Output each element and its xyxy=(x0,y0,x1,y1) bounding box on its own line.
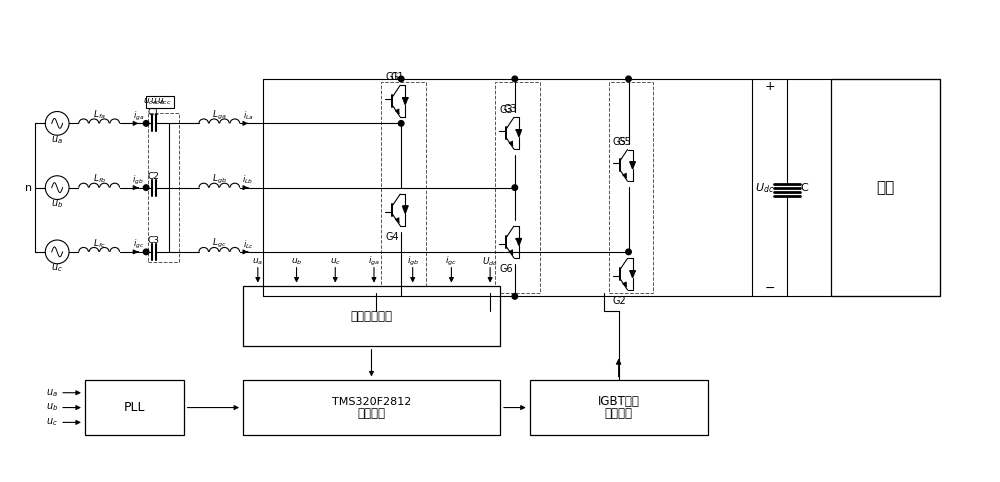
Text: 保护模块: 保护模块 xyxy=(605,407,633,420)
Text: C3: C3 xyxy=(148,237,160,245)
Text: TMS320F2812: TMS320F2812 xyxy=(332,397,411,407)
Text: $L_{fc}$: $L_{fc}$ xyxy=(93,237,106,250)
Text: $i_{gc}$: $i_{gc}$ xyxy=(133,238,144,251)
Bar xyxy=(530,380,708,435)
Bar xyxy=(243,380,500,435)
Circle shape xyxy=(512,185,518,190)
Polygon shape xyxy=(516,239,521,245)
Circle shape xyxy=(143,120,149,126)
Text: G1: G1 xyxy=(390,72,404,82)
Text: $u_b$: $u_b$ xyxy=(51,198,63,210)
Text: $u_a$: $u_a$ xyxy=(46,387,58,399)
Text: G3: G3 xyxy=(504,105,518,115)
Text: $u_{cb}$: $u_{cb}$ xyxy=(150,96,164,107)
Circle shape xyxy=(398,76,404,81)
Polygon shape xyxy=(630,162,635,169)
Circle shape xyxy=(398,120,404,126)
Bar xyxy=(495,82,540,294)
Circle shape xyxy=(512,76,518,81)
Text: $U_{dc}$: $U_{dc}$ xyxy=(755,181,775,195)
Text: 控制模块: 控制模块 xyxy=(357,407,385,420)
Text: $u_c$: $u_c$ xyxy=(46,416,58,428)
Circle shape xyxy=(143,249,149,254)
Text: $u_c$: $u_c$ xyxy=(330,256,341,267)
Text: +: + xyxy=(765,80,775,94)
Text: $i_{Lb}$: $i_{Lb}$ xyxy=(242,174,253,187)
Bar xyxy=(148,113,179,262)
Text: $u_c$: $u_c$ xyxy=(51,262,63,274)
Text: $i_{ga}$: $i_{ga}$ xyxy=(133,109,144,122)
Text: $u_{ca}$: $u_{ca}$ xyxy=(143,96,157,107)
Bar xyxy=(146,96,174,107)
Text: n: n xyxy=(25,183,32,193)
Text: $L_{fa}$: $L_{fa}$ xyxy=(93,109,106,121)
Text: $u_{cc}$: $u_{cc}$ xyxy=(157,96,171,107)
Circle shape xyxy=(143,185,149,190)
Bar xyxy=(381,82,426,294)
Text: $i_{gb}$: $i_{gb}$ xyxy=(407,255,419,268)
Text: G1: G1 xyxy=(385,72,399,82)
Text: IGBT驱动: IGBT驱动 xyxy=(598,395,640,408)
Text: G5: G5 xyxy=(618,136,631,147)
Text: $L_{fb}$: $L_{fb}$ xyxy=(93,173,106,186)
Polygon shape xyxy=(516,130,521,137)
Text: G6: G6 xyxy=(499,264,513,274)
Text: G3: G3 xyxy=(499,105,513,115)
Text: $i_{ga}$: $i_{ga}$ xyxy=(368,255,380,268)
Polygon shape xyxy=(403,98,408,105)
Text: $u_b$: $u_b$ xyxy=(46,402,58,414)
Text: C1: C1 xyxy=(148,108,160,117)
Text: G4: G4 xyxy=(385,231,399,241)
Polygon shape xyxy=(403,206,408,214)
Polygon shape xyxy=(630,271,635,278)
Text: $u_b$: $u_b$ xyxy=(291,256,302,267)
Text: 外围采样电路: 外围采样电路 xyxy=(350,309,392,322)
Circle shape xyxy=(626,76,631,81)
Text: C: C xyxy=(801,183,808,193)
Text: $u_a$: $u_a$ xyxy=(252,256,263,267)
Text: 负载: 负载 xyxy=(876,180,895,195)
Text: $i_{La}$: $i_{La}$ xyxy=(243,110,253,122)
Text: $U_{dc}$: $U_{dc}$ xyxy=(482,255,498,268)
Text: G5: G5 xyxy=(613,137,626,147)
Text: G2: G2 xyxy=(613,296,626,306)
Text: −: − xyxy=(765,282,775,295)
Text: PLL: PLL xyxy=(124,401,145,414)
Bar xyxy=(609,82,653,294)
Text: C2: C2 xyxy=(148,172,160,181)
Bar xyxy=(85,380,184,435)
Text: $i_{gc}$: $i_{gc}$ xyxy=(445,255,457,268)
Bar xyxy=(831,79,940,296)
Circle shape xyxy=(512,294,518,299)
Text: $i_{gb}$: $i_{gb}$ xyxy=(132,174,144,187)
Text: $i_{Lc}$: $i_{Lc}$ xyxy=(243,238,253,251)
Text: $L_{gb}$: $L_{gb}$ xyxy=(212,173,227,186)
Bar xyxy=(243,286,500,346)
Circle shape xyxy=(626,249,631,254)
Text: $u_a$: $u_a$ xyxy=(51,134,63,146)
Text: $L_{gc}$: $L_{gc}$ xyxy=(212,237,226,250)
Text: $L_{ga}$: $L_{ga}$ xyxy=(212,108,227,121)
